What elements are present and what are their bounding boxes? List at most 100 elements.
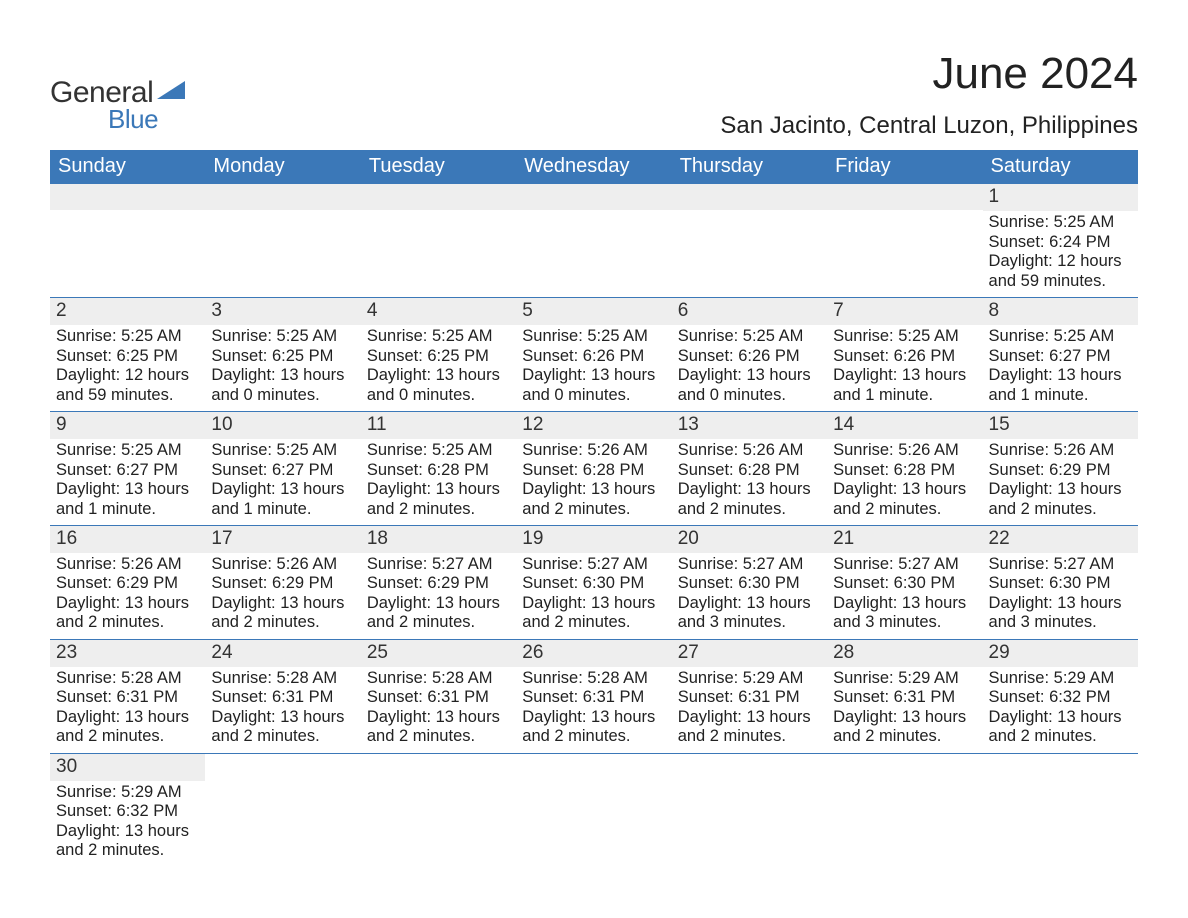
daylight-text: Daylight: 13 hours and 0 minutes. — [522, 366, 665, 405]
day-cell — [672, 184, 827, 297]
sunrise-text: Sunrise: 5:25 AM — [522, 327, 665, 346]
header: General Blue June 2024 San Jacinto, Cent… — [50, 50, 1138, 150]
calendar-grid: Sunday Monday Tuesday Wednesday Thursday… — [50, 150, 1138, 866]
day-cell — [361, 184, 516, 297]
day-cell — [827, 184, 982, 297]
sunrise-text: Sunrise: 5:25 AM — [367, 327, 510, 346]
week-row: 16Sunrise: 5:26 AMSunset: 6:29 PMDayligh… — [50, 525, 1138, 639]
day-details: Sunrise: 5:29 AMSunset: 6:31 PMDaylight:… — [827, 667, 982, 753]
daylight-text: Daylight: 13 hours and 2 minutes. — [989, 708, 1132, 747]
day-number — [516, 184, 671, 210]
sunset-text: Sunset: 6:31 PM — [678, 688, 821, 707]
day-cell: 18Sunrise: 5:27 AMSunset: 6:29 PMDayligh… — [361, 526, 516, 639]
day-details: Sunrise: 5:27 AMSunset: 6:30 PMDaylight:… — [827, 553, 982, 639]
day-details: Sunrise: 5:25 AMSunset: 6:27 PMDaylight:… — [983, 325, 1138, 411]
day-cell: 9Sunrise: 5:25 AMSunset: 6:27 PMDaylight… — [50, 412, 205, 525]
day-details — [672, 210, 827, 288]
sunset-text: Sunset: 6:30 PM — [522, 574, 665, 593]
day-cell: 22Sunrise: 5:27 AMSunset: 6:30 PMDayligh… — [983, 526, 1138, 639]
day-number: 18 — [361, 526, 516, 553]
day-details: Sunrise: 5:26 AMSunset: 6:28 PMDaylight:… — [516, 439, 671, 525]
sunrise-text: Sunrise: 5:28 AM — [367, 669, 510, 688]
weekday-header: Monday — [205, 150, 360, 184]
sunrise-text: Sunrise: 5:26 AM — [522, 441, 665, 460]
day-number: 24 — [205, 640, 360, 667]
day-number — [205, 184, 360, 210]
day-details: Sunrise: 5:27 AMSunset: 6:29 PMDaylight:… — [361, 553, 516, 639]
day-details — [205, 210, 360, 288]
sunset-text: Sunset: 6:28 PM — [833, 461, 976, 480]
sunrise-text: Sunrise: 5:29 AM — [56, 783, 199, 802]
daylight-text: Daylight: 13 hours and 2 minutes. — [56, 822, 199, 861]
day-cell: 1Sunrise: 5:25 AMSunset: 6:24 PMDaylight… — [983, 184, 1138, 297]
sunrise-text: Sunrise: 5:28 AM — [56, 669, 199, 688]
day-number: 19 — [516, 526, 671, 553]
day-number — [672, 184, 827, 210]
day-cell: 12Sunrise: 5:26 AMSunset: 6:28 PMDayligh… — [516, 412, 671, 525]
day-number: 20 — [672, 526, 827, 553]
sunset-text: Sunset: 6:28 PM — [522, 461, 665, 480]
weekday-header-row: Sunday Monday Tuesday Wednesday Thursday… — [50, 150, 1138, 184]
sunset-text: Sunset: 6:31 PM — [833, 688, 976, 707]
day-details — [50, 210, 205, 288]
day-details: Sunrise: 5:25 AMSunset: 6:28 PMDaylight:… — [361, 439, 516, 525]
daylight-text: Daylight: 13 hours and 1 minute. — [56, 480, 199, 519]
day-details: Sunrise: 5:25 AMSunset: 6:25 PMDaylight:… — [205, 325, 360, 411]
day-details — [827, 210, 982, 288]
sunset-text: Sunset: 6:29 PM — [211, 574, 354, 593]
day-cell: 20Sunrise: 5:27 AMSunset: 6:30 PMDayligh… — [672, 526, 827, 639]
day-details: Sunrise: 5:26 AMSunset: 6:29 PMDaylight:… — [983, 439, 1138, 525]
day-number: 26 — [516, 640, 671, 667]
daylight-text: Daylight: 13 hours and 2 minutes. — [56, 708, 199, 747]
weekday-header: Tuesday — [361, 150, 516, 184]
weekday-header: Sunday — [50, 150, 205, 184]
day-details: Sunrise: 5:26 AMSunset: 6:28 PMDaylight:… — [827, 439, 982, 525]
sunset-text: Sunset: 6:31 PM — [522, 688, 665, 707]
sunrise-text: Sunrise: 5:25 AM — [211, 327, 354, 346]
sunset-text: Sunset: 6:28 PM — [367, 461, 510, 480]
day-cell: 30Sunrise: 5:29 AMSunset: 6:32 PMDayligh… — [50, 754, 205, 867]
day-details: Sunrise: 5:29 AMSunset: 6:32 PMDaylight:… — [983, 667, 1138, 753]
sunset-text: Sunset: 6:31 PM — [56, 688, 199, 707]
day-cell: 16Sunrise: 5:26 AMSunset: 6:29 PMDayligh… — [50, 526, 205, 639]
title-block: June 2024 San Jacinto, Central Luzon, Ph… — [720, 50, 1138, 150]
sunset-text: Sunset: 6:25 PM — [367, 347, 510, 366]
day-cell: 3Sunrise: 5:25 AMSunset: 6:25 PMDaylight… — [205, 298, 360, 411]
day-details: Sunrise: 5:28 AMSunset: 6:31 PMDaylight:… — [50, 667, 205, 753]
weekday-header: Thursday — [672, 150, 827, 184]
sunset-text: Sunset: 6:30 PM — [989, 574, 1132, 593]
day-cell — [361, 754, 516, 867]
week-row: 30Sunrise: 5:29 AMSunset: 6:32 PMDayligh… — [50, 753, 1138, 867]
day-details — [361, 210, 516, 288]
day-number: 23 — [50, 640, 205, 667]
day-cell: 10Sunrise: 5:25 AMSunset: 6:27 PMDayligh… — [205, 412, 360, 525]
day-details: Sunrise: 5:25 AMSunset: 6:25 PMDaylight:… — [361, 325, 516, 411]
day-cell — [50, 184, 205, 297]
day-cell: 17Sunrise: 5:26 AMSunset: 6:29 PMDayligh… — [205, 526, 360, 639]
day-number: 9 — [50, 412, 205, 439]
daylight-text: Daylight: 13 hours and 2 minutes. — [989, 480, 1132, 519]
sunset-text: Sunset: 6:26 PM — [833, 347, 976, 366]
week-row: 23Sunrise: 5:28 AMSunset: 6:31 PMDayligh… — [50, 639, 1138, 753]
day-details: Sunrise: 5:28 AMSunset: 6:31 PMDaylight:… — [205, 667, 360, 753]
sunset-text: Sunset: 6:31 PM — [367, 688, 510, 707]
daylight-text: Daylight: 12 hours and 59 minutes. — [56, 366, 199, 405]
sunrise-text: Sunrise: 5:28 AM — [211, 669, 354, 688]
sunset-text: Sunset: 6:26 PM — [522, 347, 665, 366]
day-number — [50, 184, 205, 210]
day-details — [516, 210, 671, 288]
weekday-header: Friday — [827, 150, 982, 184]
day-number: 7 — [827, 298, 982, 325]
sunrise-text: Sunrise: 5:27 AM — [989, 555, 1132, 574]
day-number: 22 — [983, 526, 1138, 553]
day-details: Sunrise: 5:25 AMSunset: 6:24 PMDaylight:… — [983, 211, 1138, 297]
sunrise-text: Sunrise: 5:25 AM — [56, 441, 199, 460]
day-details: Sunrise: 5:26 AMSunset: 6:28 PMDaylight:… — [672, 439, 827, 525]
day-cell: 5Sunrise: 5:25 AMSunset: 6:26 PMDaylight… — [516, 298, 671, 411]
sunrise-text: Sunrise: 5:25 AM — [833, 327, 976, 346]
sunrise-text: Sunrise: 5:25 AM — [211, 441, 354, 460]
weekday-header: Wednesday — [516, 150, 671, 184]
daylight-text: Daylight: 13 hours and 2 minutes. — [211, 594, 354, 633]
sunset-text: Sunset: 6:25 PM — [211, 347, 354, 366]
sunset-text: Sunset: 6:27 PM — [989, 347, 1132, 366]
